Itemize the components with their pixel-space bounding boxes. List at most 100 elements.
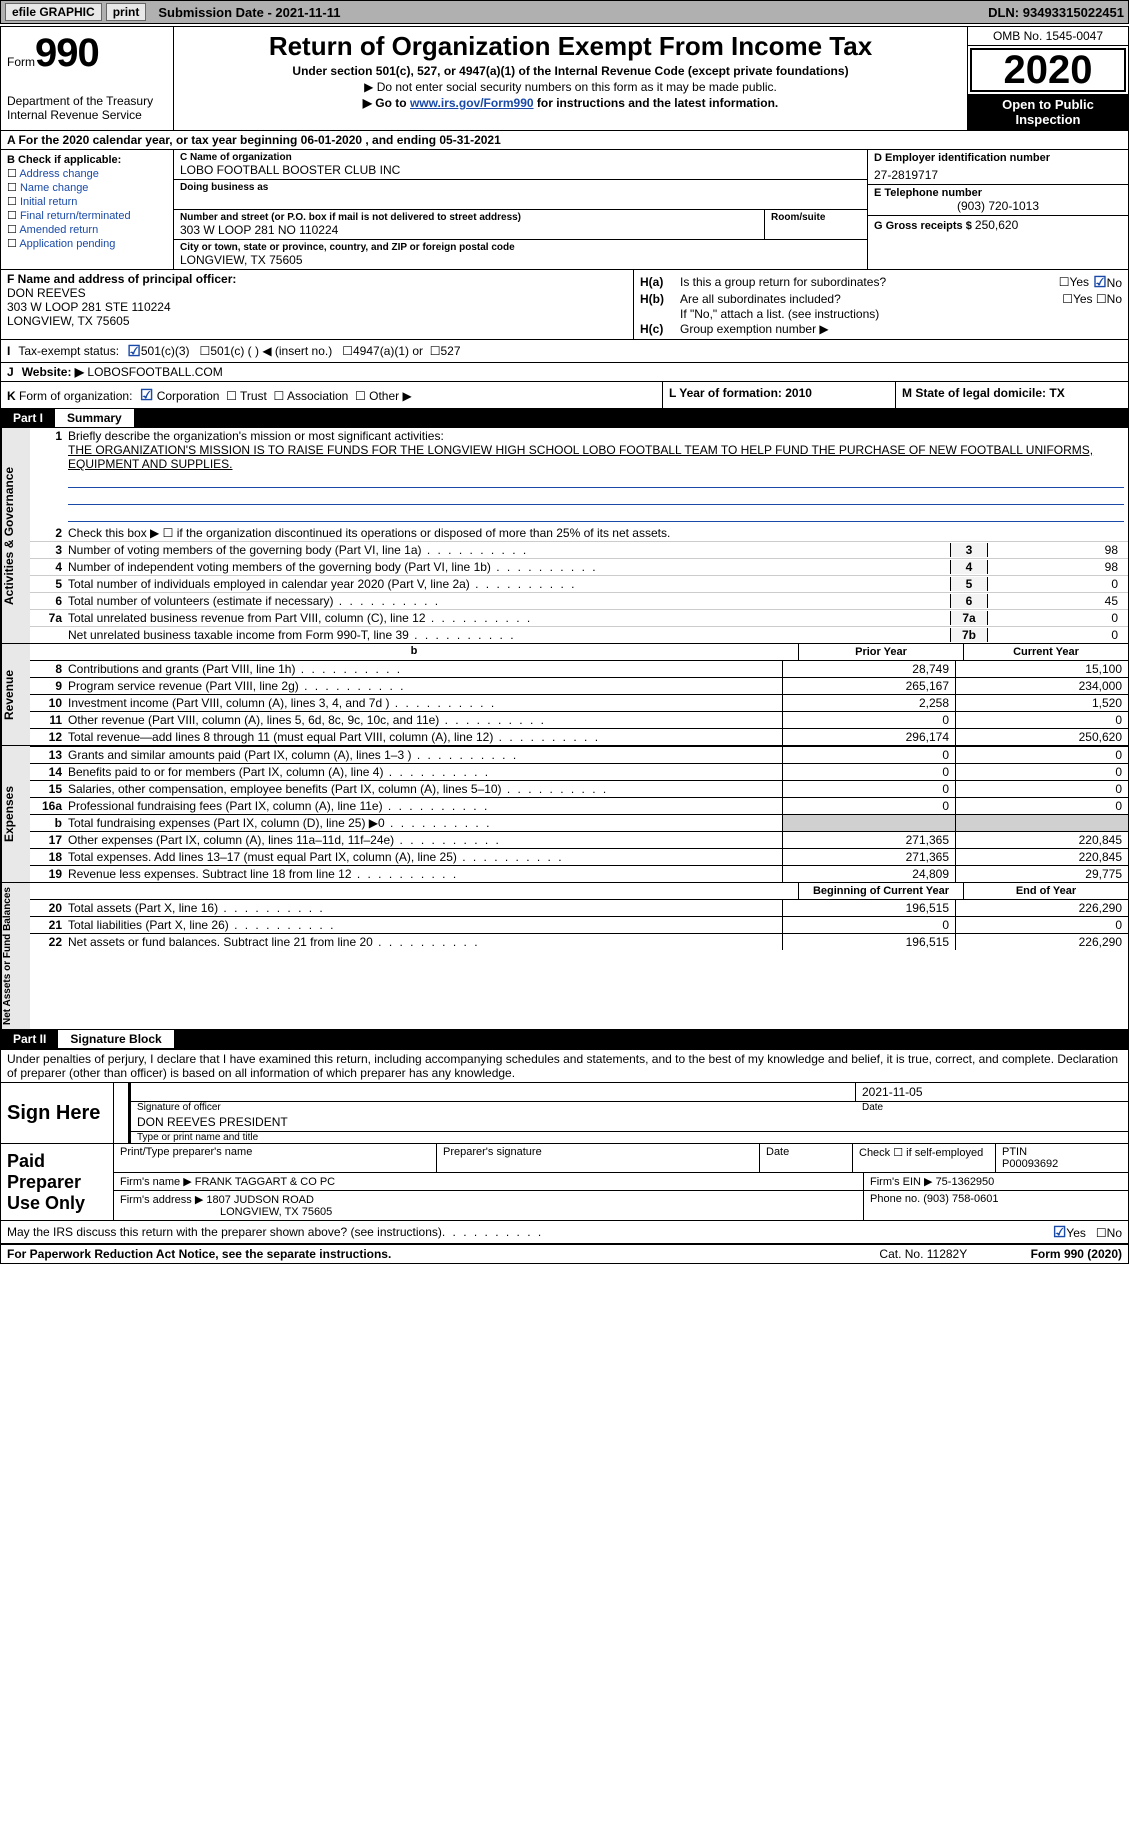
- summary-row: 20Total assets (Part X, line 16)196,5152…: [30, 899, 1128, 916]
- h-a-no[interactable]: ☑No: [1089, 273, 1122, 291]
- row-klm: K Form of organization: ☑ Corporation ☐ …: [1, 381, 1128, 408]
- firm-name: FRANK TAGGART & CO PC: [195, 1176, 335, 1188]
- paid-preparer-label: Paid Preparer Use Only: [1, 1144, 114, 1220]
- summary-row: 17Other expenses (Part IX, column (A), l…: [30, 831, 1128, 848]
- row-i: I Tax-exempt status: ☑ 501(c)(3) ☐ 501(c…: [1, 339, 1128, 362]
- discuss-no[interactable]: ☐: [1096, 1226, 1107, 1240]
- officer-sig-name: DON REEVES PRESIDENT: [131, 1113, 1128, 1132]
- firm-phone: (903) 758-0601: [923, 1193, 998, 1205]
- penalties-statement: Under penalties of perjury, I declare th…: [1, 1049, 1128, 1082]
- ptin: P00093692: [1002, 1158, 1122, 1170]
- street-address: 303 W LOOP 281 NO 110224: [180, 223, 758, 237]
- header-left: Form990 Department of the Treasury Inter…: [1, 27, 174, 130]
- form-note-2: ▶ Go to www.irs.gov/Form990 for instruct…: [182, 96, 959, 110]
- discuss-row: May the IRS discuss this return with the…: [1, 1220, 1128, 1243]
- officer-name: DON REEVES: [7, 286, 627, 300]
- summary-row: 13Grants and similar amounts paid (Part …: [30, 746, 1128, 763]
- summary-row: 8Contributions and grants (Part VIII, li…: [30, 660, 1128, 677]
- chk-501c3[interactable]: ☑: [119, 342, 141, 360]
- print-button[interactable]: print: [106, 3, 147, 21]
- telephone: (903) 720-1013: [874, 199, 1122, 213]
- box-f: F Name and address of principal officer:…: [1, 270, 634, 339]
- summary-row: 16aProfessional fundraising fees (Part I…: [30, 797, 1128, 814]
- pra-notice: For Paperwork Reduction Act Notice, see …: [7, 1247, 391, 1261]
- form-990: Form990 Department of the Treasury Inter…: [0, 26, 1129, 1264]
- sign-here-label: Sign Here: [1, 1083, 114, 1143]
- firm-city: LONGVIEW, TX 75605: [220, 1206, 332, 1218]
- summary-row: 22Net assets or fund balances. Subtract …: [30, 933, 1128, 950]
- sign-here-block: Sign Here 2021-11-05 Signature of office…: [1, 1082, 1128, 1143]
- summary-row: 5Total number of individuals employed in…: [30, 575, 1128, 592]
- summary-row: 14Benefits paid to or for members (Part …: [30, 763, 1128, 780]
- vtab-revenue: Revenue: [1, 644, 30, 745]
- part-1-netassets: Net Assets or Fund Balances Beginning of…: [1, 882, 1128, 1029]
- form-word: Form: [7, 55, 35, 69]
- form-note-1: ▶ Do not enter social security numbers o…: [182, 80, 959, 94]
- boxes-deg: D Employer identification number 27-2819…: [867, 150, 1128, 269]
- part-1-revenue: Revenue b Prior Year Current Year 8Contr…: [1, 643, 1128, 745]
- chk-other[interactable]: ☐: [352, 389, 366, 403]
- summary-row: 19Revenue less expenses. Subtract line 1…: [30, 865, 1128, 882]
- paid-preparer-block: Paid Preparer Use Only Print/Type prepar…: [1, 1143, 1128, 1220]
- top-bar: efile GRAPHIC print Submission Date - 20…: [0, 0, 1129, 24]
- part-1-expenses: Expenses 13Grants and similar amounts pa…: [1, 745, 1128, 882]
- chk-corporation[interactable]: ☑: [136, 387, 154, 404]
- summary-row: 6Total number of volunteers (estimate if…: [30, 592, 1128, 609]
- summary-row: bTotal fundraising expenses (Part IX, co…: [30, 814, 1128, 831]
- submission-date: Submission Date - 2021-11-11: [158, 5, 340, 20]
- summary-row: 18Total expenses. Add lines 13–17 (must …: [30, 848, 1128, 865]
- col-end-year: End of Year: [963, 883, 1128, 899]
- public-inspection: Open to Public Inspection: [968, 94, 1128, 130]
- chk-name-change[interactable]: ☐ Name change: [7, 181, 167, 194]
- efile-label: efile GRAPHIC: [5, 3, 102, 21]
- chk-association[interactable]: ☐: [270, 389, 284, 403]
- cat-no: Cat. No. 11282Y: [879, 1247, 967, 1261]
- chk-application-pending[interactable]: ☐ Application pending: [7, 237, 167, 250]
- officer-addr2: LONGVIEW, TX 75605: [7, 314, 627, 328]
- form-subtitle: Under section 501(c), 527, or 4947(a)(1)…: [182, 64, 959, 78]
- h-b-yes[interactable]: ☐Yes: [1062, 292, 1092, 306]
- summary-row: 4Number of independent voting members of…: [30, 558, 1128, 575]
- state-domicile: M State of legal domicile: TX: [895, 382, 1128, 408]
- form-footer: For Paperwork Reduction Act Notice, see …: [1, 1243, 1128, 1263]
- vtab-net-assets: Net Assets or Fund Balances: [1, 883, 30, 1029]
- box-b: B Check if applicable: ☐ Address change …: [1, 150, 174, 269]
- website: LOBOSFOOTBALL.COM: [87, 365, 222, 379]
- chk-4947[interactable]: ☐: [332, 344, 353, 358]
- firm-address: 1807 JUDSON ROAD: [206, 1194, 314, 1206]
- chk-initial-return[interactable]: ☐ Initial return: [7, 195, 167, 208]
- summary-row: 7aTotal unrelated business revenue from …: [30, 609, 1128, 626]
- irs-link[interactable]: www.irs.gov/Form990: [410, 96, 534, 110]
- dln: DLN: 93493315022451: [988, 5, 1124, 20]
- city-state-zip: LONGVIEW, TX 75605: [180, 253, 861, 267]
- line-a-period: A For the 2020 calendar year, or tax yea…: [1, 131, 1128, 150]
- form-ref: Form 990 (2020): [1031, 1247, 1122, 1261]
- self-employed-check[interactable]: Check ☐ if self-employed: [853, 1144, 996, 1172]
- discuss-yes[interactable]: ☑: [1053, 1224, 1066, 1241]
- officer-addr1: 303 W LOOP 281 STE 110224: [7, 300, 627, 314]
- part-1-header: Part I Summary: [1, 408, 1128, 428]
- h-a-yes[interactable]: ☐Yes: [1059, 275, 1089, 289]
- mission-text: THE ORGANIZATION'S MISSION IS TO RAISE F…: [68, 443, 1093, 471]
- ein: 27-2819717: [874, 168, 1122, 182]
- chk-trust[interactable]: ☐: [223, 389, 237, 403]
- chk-amended-return[interactable]: ☐ Amended return: [7, 223, 167, 236]
- col-beginning-year: Beginning of Current Year: [798, 883, 963, 899]
- gross-receipts: 250,620: [975, 218, 1018, 232]
- dba: [180, 193, 861, 207]
- h-b-no[interactable]: ☐No: [1093, 292, 1122, 306]
- col-current-year: Current Year: [963, 644, 1128, 660]
- chk-final-return[interactable]: ☐ Final return/terminated: [7, 209, 167, 222]
- chk-527[interactable]: ☐: [423, 344, 440, 358]
- form-number: 990: [35, 31, 99, 75]
- dept-treasury: Department of the Treasury Internal Reve…: [7, 94, 167, 122]
- summary-row: 3Number of voting members of the governi…: [30, 541, 1128, 558]
- summary-row: 21Total liabilities (Part X, line 26)00: [30, 916, 1128, 933]
- summary-row: 10Investment income (Part VIII, column (…: [30, 694, 1128, 711]
- chk-501c[interactable]: ☐: [190, 344, 211, 358]
- summary-row: 15Salaries, other compensation, employee…: [30, 780, 1128, 797]
- row-j: J Website: ▶ LOBOSFOOTBALL.COM: [1, 362, 1128, 381]
- section-f-h: F Name and address of principal officer:…: [1, 269, 1128, 339]
- chk-address-change[interactable]: ☐ Address change: [7, 167, 167, 180]
- box-h: H(a) Is this a group return for subordin…: [634, 270, 1128, 339]
